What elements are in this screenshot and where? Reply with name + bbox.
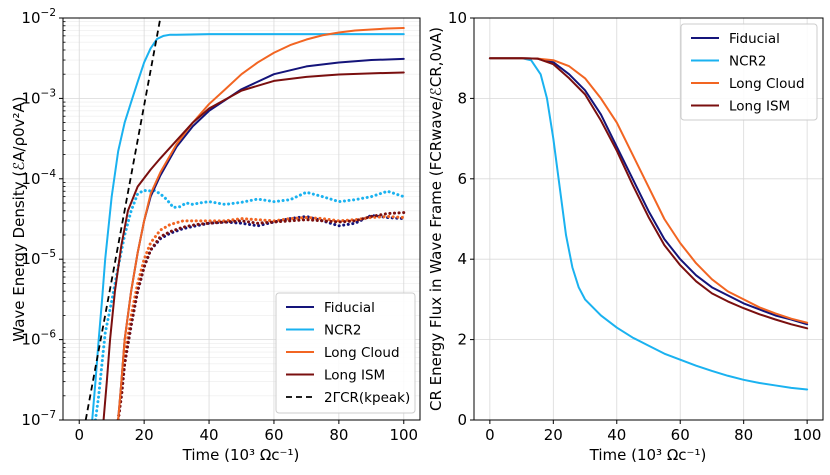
left-x-tick-label: 60 <box>264 426 283 444</box>
left-legend-label: Long Cloud <box>324 345 400 361</box>
right-x-tick-labels: 0 20 40 60 80 100 <box>485 426 821 444</box>
left-x-axis-label: Time (10³ Ωc⁻¹) <box>182 446 300 464</box>
left-ticks <box>59 17 405 424</box>
left-series-long-ism <box>102 71 405 420</box>
right-y-tick-labels: 0 2 4 6 8 10 <box>448 9 467 429</box>
right-x-tick-label: 60 <box>671 426 690 444</box>
left-x-tick-label: 0 <box>74 426 84 444</box>
right-series-long-ism <box>488 57 809 330</box>
left-legend-label: 2ΓCR(kpeak) <box>324 390 410 406</box>
left-x-tick-label: 100 <box>389 426 418 444</box>
left-x-axis-label-text: Time (10³ Ωc⁻¹) <box>182 446 300 464</box>
right-y-axis-label: CR Energy Flux in Wave Frame (FCRwave/ℰC… <box>427 27 445 411</box>
right-legend-label: NCR2 <box>729 54 767 70</box>
right-legend-box <box>680 23 818 121</box>
left-y-tick-base: 10 <box>21 250 40 268</box>
right-legend-label: Long Cloud <box>729 76 805 92</box>
left-panel: 0 20 40 60 80 100 10−710−610−510−410−310−2 Ti… <box>10 7 421 464</box>
right-y-tick-label: 10 <box>448 9 467 27</box>
right-x-tick-label: 80 <box>734 426 753 444</box>
right-panel: 0 20 40 60 80 100 0 2 4 6 8 10 Time (10³ Ωc⁻¹) CR … <box>427 9 824 464</box>
left-y-tick-label: 10−5 <box>21 248 56 268</box>
right-plot-frame <box>473 17 824 421</box>
left-y-tick-base: 10 <box>21 89 40 107</box>
left-legend: Fiducial NCR2 Long Cloud Long ISM 2ΓCR(kpeak… <box>275 292 416 414</box>
left-x-tick-label: 20 <box>135 426 154 444</box>
left-legend-label: NCR2 <box>324 323 362 339</box>
left-legend-label: Fiducial <box>324 300 375 316</box>
left-y-tick-base: 10 <box>21 331 40 349</box>
left-y-axis-label: Wave Energy Density (ℰA/ρ0v²A) <box>10 96 28 341</box>
left-y-tick-exponent: −6 <box>41 329 57 341</box>
right-ticks <box>470 17 808 424</box>
right-series-long-cloud <box>488 57 809 324</box>
right-y-tick-label: 2 <box>457 331 467 349</box>
left-y-tick-exponent: −5 <box>41 248 56 260</box>
left-legend-box <box>275 292 416 414</box>
left-y-tick-label: 10−4 <box>21 168 56 188</box>
left-x-tick-label: 40 <box>199 426 218 444</box>
left-y-tick-exponent: −4 <box>41 168 57 180</box>
right-series <box>488 57 809 391</box>
left-y-tick-base: 10 <box>21 9 40 27</box>
right-series-ncr2 <box>488 57 809 391</box>
left-series <box>84 18 406 420</box>
right-x-tick-label: 20 <box>544 426 563 444</box>
left-series-2-cr-kpeak <box>84 18 162 420</box>
left-legend-label: Long ISM <box>324 368 385 384</box>
right-legend: Fiducial NCR2 Long Cloud Long ISM <box>680 23 818 121</box>
right-x-tick-label: 0 <box>485 426 495 444</box>
right-y-tick-label: 0 <box>457 411 467 429</box>
left-y-tick-label: 10−6 <box>21 329 56 349</box>
right-x-tick-label: 100 <box>793 426 822 444</box>
left-y-tick-labels: 10−710−610−510−410−310−2 <box>21 7 56 429</box>
right-y-axis-label-text: CR Energy Flux in Wave Frame (FCRwave/ℰC… <box>427 27 445 411</box>
left-y-tick-label: 10−7 <box>21 409 56 429</box>
left-y-tick-exponent: −7 <box>41 409 56 421</box>
left-x-tick-label: 80 <box>329 426 348 444</box>
left-y-tick-label: 10−2 <box>21 7 56 27</box>
left-plot-frame <box>62 17 421 421</box>
left-y-tick-exponent: −3 <box>41 87 56 99</box>
left-y-tick-base: 10 <box>21 411 40 429</box>
left-series-ncr2 <box>91 33 405 420</box>
left-y-axis-label-text: Wave Energy Density (ℰA/ρ0v²A) <box>10 96 28 341</box>
left-y-tick-base: 10 <box>21 170 40 188</box>
left-x-tick-labels: 0 20 40 60 80 100 <box>74 426 418 444</box>
left-series-long-cloud <box>117 27 405 420</box>
right-x-axis-label-text: Time (10³ Ωc⁻¹) <box>589 446 707 464</box>
left-y-tick-label: 10−3 <box>21 87 56 107</box>
right-y-tick-label: 6 <box>457 170 467 188</box>
left-y-tick-exponent: −2 <box>41 7 56 19</box>
right-legend-label: Long ISM <box>729 99 790 115</box>
right-legend-label: Fiducial <box>729 31 780 47</box>
right-y-tick-label: 8 <box>457 89 467 107</box>
left-series-long-cloud-dotted <box>116 214 406 420</box>
right-x-tick-label: 40 <box>607 426 626 444</box>
right-x-axis-label: Time (10³ Ωc⁻¹) <box>589 446 707 464</box>
right-y-tick-label: 4 <box>457 250 467 268</box>
left-series-long-ism-dotted <box>116 211 406 420</box>
